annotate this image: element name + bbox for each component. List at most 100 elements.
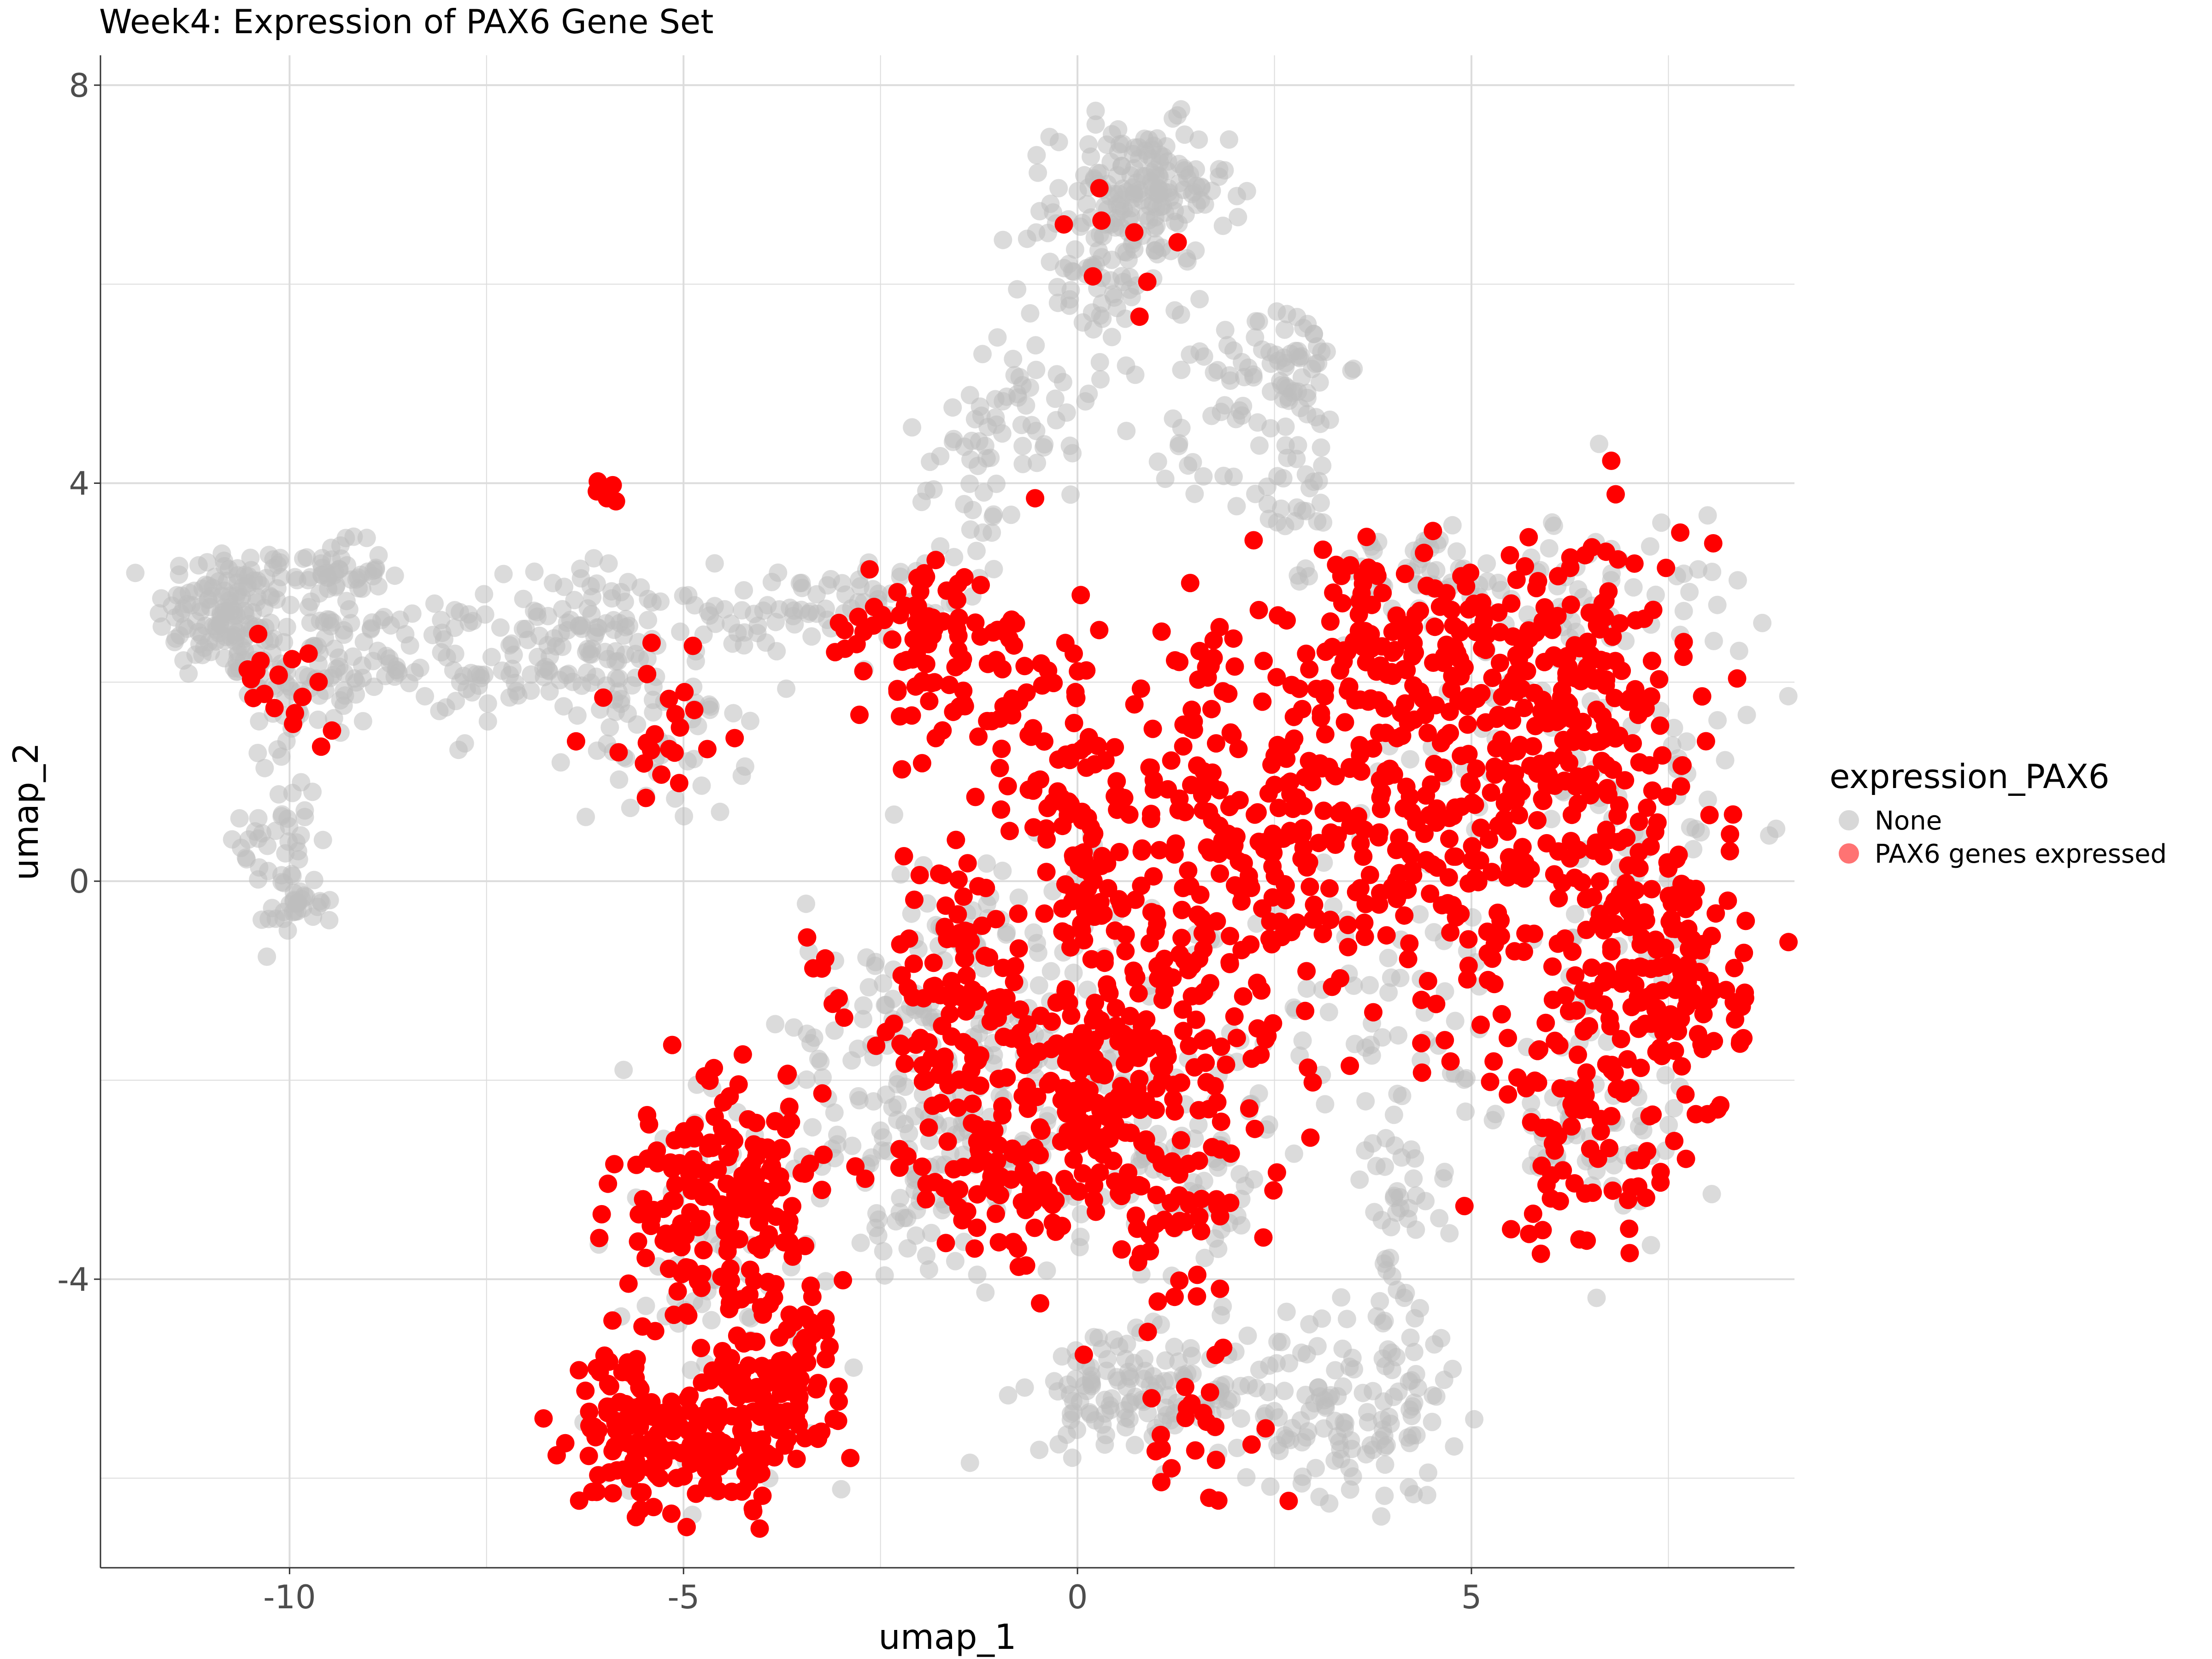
point-expressed (1193, 1031, 1212, 1050)
point-expressed (1269, 799, 1288, 818)
point-expressed (580, 1402, 599, 1421)
point-expressed (1388, 729, 1406, 747)
point-none (1186, 241, 1205, 260)
point-expressed (1133, 1133, 1152, 1152)
point-expressed (1475, 603, 1494, 622)
point-expressed (1581, 786, 1600, 805)
point-expressed (1730, 1034, 1749, 1053)
point-expressed (1124, 961, 1143, 980)
point-none (1316, 1095, 1335, 1114)
point-expressed (1601, 1017, 1620, 1035)
point-expressed (1129, 984, 1148, 1003)
point-expressed (1321, 911, 1340, 930)
point-expressed (1653, 746, 1672, 765)
point-none (1488, 573, 1507, 592)
point-expressed (733, 1363, 752, 1382)
point-expressed (790, 1388, 809, 1406)
point-none (705, 554, 724, 573)
point-none (1034, 438, 1053, 457)
point-expressed (1458, 970, 1477, 989)
point-none (353, 712, 372, 730)
point-expressed (1430, 597, 1449, 616)
point-none (1117, 422, 1136, 441)
point-expressed (1172, 900, 1191, 919)
point-expressed (1165, 1288, 1184, 1306)
point-expressed (753, 1357, 771, 1376)
point-expressed (1042, 1040, 1060, 1059)
point-none (1288, 436, 1307, 455)
point-expressed (1367, 662, 1386, 681)
point-expressed (949, 1198, 968, 1217)
point-none (185, 582, 204, 600)
point-expressed (1395, 906, 1414, 925)
point-none (416, 687, 434, 706)
point-expressed (1240, 1099, 1259, 1118)
point-none (977, 854, 996, 873)
point-expressed (1300, 877, 1319, 896)
point-expressed (1233, 882, 1252, 901)
point-expressed (965, 1239, 984, 1258)
point-none (1116, 1418, 1135, 1437)
point-expressed (1700, 806, 1719, 824)
point-expressed (1482, 783, 1500, 802)
point-none (799, 942, 818, 961)
point-none (849, 593, 868, 612)
point-expressed (891, 935, 910, 954)
point-expressed (1481, 1072, 1500, 1091)
point-none (1049, 1435, 1068, 1454)
point-expressed (955, 939, 974, 958)
point-expressed (626, 1508, 645, 1527)
point-expressed (1338, 682, 1357, 700)
point-expressed (1181, 574, 1200, 593)
point-expressed (926, 729, 945, 747)
point-expressed (1606, 915, 1624, 933)
point-none (1292, 347, 1311, 366)
point-expressed (1305, 895, 1324, 914)
point-none (1356, 1092, 1375, 1111)
point-expressed (1698, 1105, 1717, 1124)
point-expressed (598, 489, 616, 508)
point-expressed (1301, 1128, 1320, 1147)
point-expressed (787, 1449, 806, 1468)
point-expressed (1364, 1003, 1382, 1022)
point-expressed (588, 472, 607, 491)
point-expressed (795, 1305, 814, 1324)
point-expressed (1269, 606, 1288, 625)
point-expressed (1529, 572, 1547, 591)
point-none (405, 663, 424, 682)
point-none (578, 640, 597, 659)
point-none (811, 1053, 830, 1071)
point-none (471, 665, 489, 684)
legend-title: expression_PAX6 (1830, 757, 2110, 796)
point-none (1172, 418, 1191, 437)
point-expressed (1170, 1271, 1189, 1290)
point-expressed (1061, 938, 1080, 957)
point-none (1312, 342, 1331, 361)
point-expressed (1210, 618, 1229, 636)
point-expressed (963, 980, 982, 999)
point-expressed (1576, 546, 1594, 565)
point-expressed (627, 1350, 646, 1369)
point-expressed (1174, 1022, 1193, 1041)
point-expressed (1463, 793, 1482, 812)
point-expressed (1024, 781, 1042, 800)
point-none (1232, 1216, 1251, 1235)
point-none (735, 623, 754, 642)
point-expressed (1561, 595, 1580, 614)
y-axis-ticks: -4 0 4 8 (57, 67, 100, 1299)
point-none (344, 647, 363, 666)
point-expressed (1502, 1220, 1520, 1239)
point-expressed (688, 1272, 707, 1291)
y-tick-label: 8 (69, 67, 89, 105)
point-none (1253, 340, 1271, 359)
point-expressed (1528, 1041, 1547, 1060)
point-expressed (877, 1023, 895, 1041)
point-expressed (1106, 921, 1124, 940)
point-expressed (595, 1346, 614, 1365)
point-none (1261, 1477, 1280, 1496)
point-expressed (638, 665, 657, 683)
point-none (1002, 506, 1020, 524)
point-none (1275, 1382, 1294, 1400)
point-none (854, 996, 873, 1015)
point-expressed (1116, 942, 1135, 961)
